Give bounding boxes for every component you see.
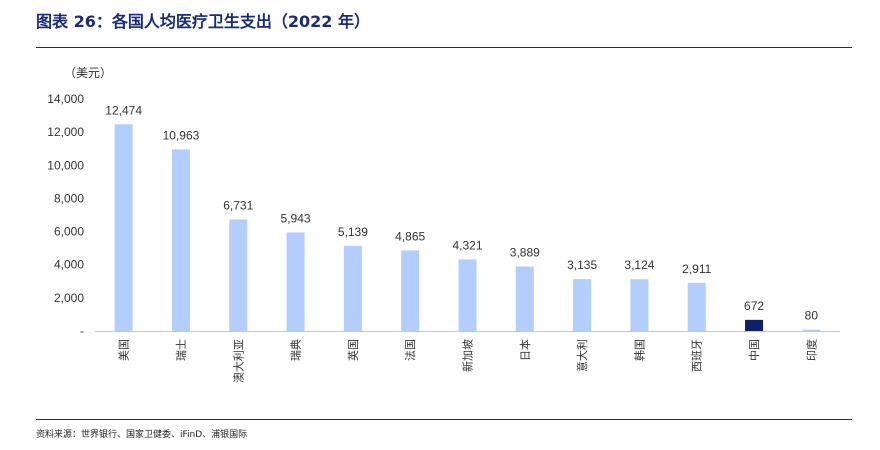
x-category-label: 西班牙 [691, 339, 704, 372]
bar [687, 282, 706, 331]
footer-rule [36, 419, 852, 420]
x-category-label: 中国 [748, 339, 761, 361]
bar [343, 245, 362, 331]
figure-title: 图表 26：各国人均医疗卫生支出（2022 年） [36, 12, 370, 31]
data-label: 3,889 [510, 246, 540, 260]
x-category-label: 意大利 [575, 339, 589, 372]
bar [458, 259, 477, 331]
data-label: 6,731 [223, 198, 253, 212]
y-tick-label: 2,000 [54, 291, 84, 305]
bar [229, 219, 248, 331]
x-category-label: 瑞士 [174, 339, 188, 361]
data-label: 4,865 [395, 229, 425, 243]
data-label: 2,911 [682, 262, 711, 276]
x-category-label: 韩国 [632, 339, 646, 361]
bar-chart: - 2,000 4,000 6,000 8,000 10,000 12,000 14,000 1… [47, 92, 840, 383]
y-tick-label: 8,000 [54, 191, 84, 205]
data-label: 5,139 [338, 225, 368, 239]
y-axis-unit-label: （美元） [64, 66, 113, 80]
y-tick-label: 4,000 [54, 258, 84, 272]
x-category-label: 日本 [518, 339, 532, 361]
bar [745, 319, 764, 331]
x-category-label: 新加坡 [461, 339, 475, 372]
bar [630, 279, 649, 331]
x-category-label: 澳大利亚 [231, 339, 245, 383]
x-category-label: 美国 [118, 339, 131, 361]
bar [286, 232, 305, 331]
x-category-label: 瑞典 [289, 339, 303, 361]
x-category-label: 英国 [346, 339, 360, 361]
y-tick-label: - [80, 324, 84, 338]
y-tick-label: 14,000 [47, 92, 84, 106]
y-tick-label: 6,000 [54, 225, 84, 239]
data-label: 672 [744, 299, 764, 313]
bar [573, 279, 592, 331]
bar [171, 149, 190, 331]
data-label: 12,474 [105, 103, 142, 117]
data-label: 5,943 [281, 212, 311, 226]
data-label: 4,321 [452, 238, 482, 252]
x-category-label: 法国 [403, 339, 417, 361]
y-tick-label: 10,000 [47, 158, 84, 172]
x-category-label: 印度 [804, 339, 818, 361]
bar [114, 124, 133, 332]
source-note: 资料来源：世界银行、国家卫健委、iFinD、浦银国际 [36, 430, 248, 440]
bar [802, 329, 821, 331]
data-label: 3,124 [624, 258, 654, 272]
y-tick-label: 12,000 [47, 125, 84, 139]
bar [515, 266, 534, 331]
bar [401, 250, 420, 331]
data-label: 80 [805, 309, 819, 323]
data-label: 10,963 [163, 128, 200, 142]
data-label: 3,135 [567, 258, 597, 272]
title-rule [36, 47, 852, 48]
